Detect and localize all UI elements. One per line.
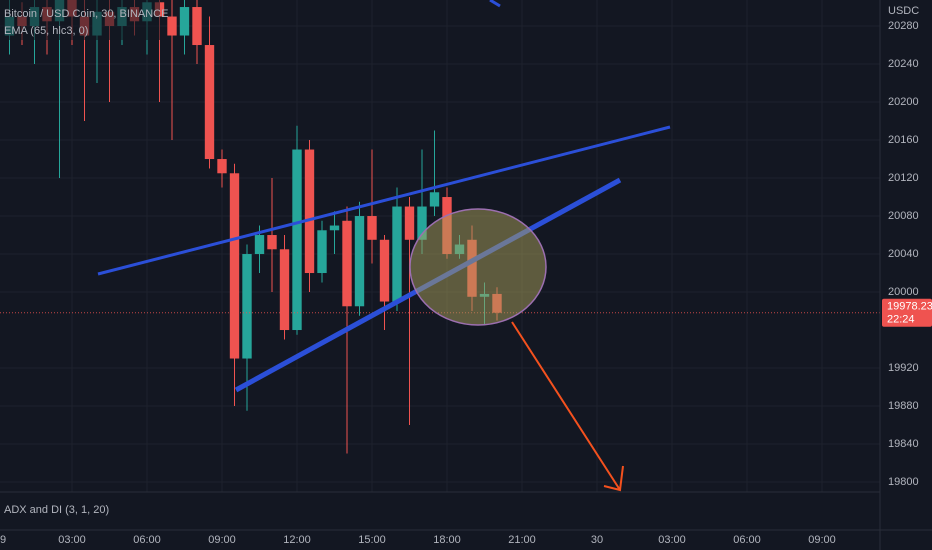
x-tick-label: 18:00 [433,534,461,546]
candle-body [367,216,377,240]
y-tick-label: 20160 [888,134,919,146]
y-tick-label: 20080 [888,210,919,222]
indicator-label: EMA (65, hlc3, 0) [4,25,88,37]
y-tick-label: 20000 [888,286,919,298]
candle-body [254,235,265,255]
candle-body [229,173,240,359]
trend-line[interactable] [97,125,671,276]
candle-body [404,206,415,240]
chart-title: Bitcoin / USD Coin, 30, BINANCE [4,8,168,20]
candle-body [267,235,277,250]
arrow-drawing[interactable] [511,321,624,492]
y-tick-label: 20040 [888,248,919,260]
candle-body [392,206,402,302]
y-tick-label: 19880 [888,400,919,412]
x-tick-label: 09:00 [208,534,236,546]
candle-body [217,159,227,174]
x-tick-label: 15:00 [358,534,386,546]
candle-body [304,149,315,274]
candle-body [429,192,440,207]
price-label-bg [882,298,932,327]
candle-body [342,220,352,307]
ellipse-drawing[interactable] [409,208,547,326]
x-tick-label: 06:00 [133,534,161,546]
candle-body [242,254,252,359]
candle-body [329,225,340,231]
grid [0,0,880,492]
x-tick-label: 12:00 [283,534,311,546]
candle-body [179,7,190,36]
axes: 19800 19840 19880 19920 20000 20040 20080 20120… [0,20,932,546]
trend-line [489,0,501,8]
candle-body [354,216,365,307]
x-tick-label: 03:00 [58,534,86,546]
price-label: 19978.23 [887,301,932,313]
candle-body [279,249,290,331]
candle-body [379,239,390,302]
x-tick-label: 9 [0,534,6,546]
y-tick-label: 20280 [888,20,919,32]
indicator-label: ADX and DI (3, 1, 20) [4,504,109,516]
y-tick-label: 19920 [888,362,919,374]
candle-body [317,230,327,274]
x-tick-label: 03:00 [658,534,686,546]
x-tick-label: 09:00 [808,534,836,546]
candle-body [167,16,177,36]
candle-body [292,149,302,331]
currency-label: USDC [888,5,919,17]
y-tick-label: 20120 [888,172,919,184]
legend-bg [0,0,160,40]
candle-body [417,206,427,240]
y-tick-label: 20240 [888,58,919,70]
candle-body [204,45,215,160]
y-tick-label: 19840 [888,438,919,450]
countdown-label: 22:24 [887,314,915,326]
x-tick-label: 21:00 [508,534,536,546]
y-tick-label: 20200 [888,96,919,108]
y-tick-label: 19800 [888,476,919,488]
x-tick-label: 30 [591,534,603,546]
candle-body [192,7,202,46]
x-tick-label: 06:00 [733,534,761,546]
